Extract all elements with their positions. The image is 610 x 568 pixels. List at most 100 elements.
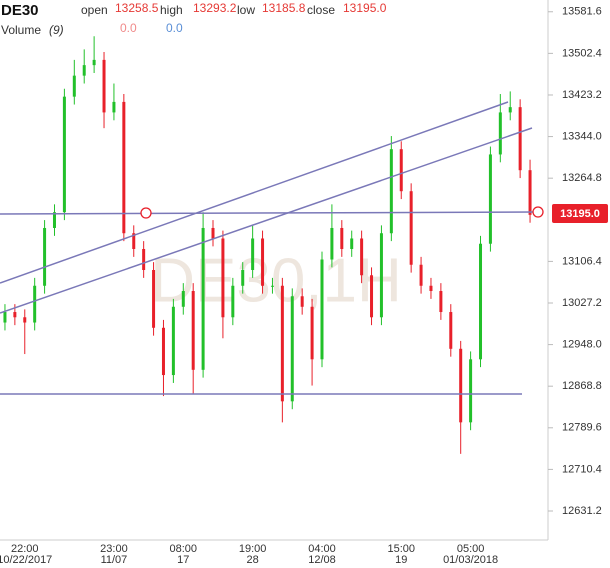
candle-body xyxy=(320,259,324,360)
candle-body xyxy=(112,101,116,113)
horizontal-line xyxy=(0,211,537,215)
candle-body xyxy=(132,233,136,249)
x-tick-label: 11/07 xyxy=(101,554,128,566)
plot xyxy=(3,36,532,454)
candle-body xyxy=(3,312,7,323)
candle-body xyxy=(389,149,393,234)
candle-body xyxy=(379,233,383,318)
line-handle[interactable] xyxy=(140,207,152,219)
y-tick-label: 12868.8 xyxy=(562,380,602,392)
candle-body xyxy=(330,227,334,260)
candle-body xyxy=(528,170,532,215)
y-tick-label: 13423.2 xyxy=(562,89,602,101)
trend-line xyxy=(0,127,533,314)
candle-body xyxy=(370,275,374,318)
candle-body xyxy=(518,107,522,171)
candle-body xyxy=(498,112,502,155)
price-label: 13195.0 xyxy=(560,208,600,220)
y-tick-label: 12789.6 xyxy=(562,422,602,434)
candle-body xyxy=(300,296,304,307)
candle-body xyxy=(419,264,423,286)
x-tick-label: 22:00 xyxy=(11,543,39,555)
high-value: 13293.2 xyxy=(193,1,237,15)
open-label: open xyxy=(81,3,108,17)
x-tick-label: 04:00 xyxy=(308,543,336,555)
candle-body xyxy=(449,312,453,349)
candle-body xyxy=(241,270,245,286)
y-tick-label: 12948.0 xyxy=(562,338,602,350)
y-axis: 13581.6 13502.4 13423.2 13344.0 13264.8 13106… xyxy=(548,6,602,517)
candle-body xyxy=(409,191,413,265)
x-tick-label: 01/03/2018 xyxy=(443,554,498,566)
x-tick-label: 08:00 xyxy=(170,543,198,555)
x-tick-label: 12/08 xyxy=(308,554,336,566)
candle-body xyxy=(152,270,156,328)
volume-value: 0.0 xyxy=(120,21,137,35)
candle-body xyxy=(231,285,235,318)
volume-value: 0.0 xyxy=(166,21,183,35)
open-value: 13258.5 xyxy=(115,1,159,15)
candle-body xyxy=(33,285,37,323)
x-tick-label: 10/22/2017 xyxy=(0,554,52,566)
y-tick-label: 12710.4 xyxy=(562,463,602,475)
candle-body xyxy=(360,238,364,276)
candle-body xyxy=(439,291,443,313)
candle-body xyxy=(43,227,47,286)
y-tick-label: 13344.0 xyxy=(562,130,602,142)
candle-body xyxy=(290,296,294,402)
candle-body xyxy=(340,227,344,249)
candle-body xyxy=(211,227,215,239)
candle-body xyxy=(469,359,473,423)
y-tick-label: 12631.2 xyxy=(562,505,602,517)
candle-body xyxy=(221,238,225,318)
price-label-box xyxy=(552,204,608,223)
candle-body xyxy=(251,238,255,270)
candle-body xyxy=(82,65,86,76)
candle-body xyxy=(23,317,27,323)
trend-line xyxy=(0,101,509,284)
y-tick-label: 13027.2 xyxy=(562,297,602,309)
candle-body xyxy=(399,149,403,192)
candle-body xyxy=(429,285,433,292)
y-tick-label: 13106.4 xyxy=(562,255,602,267)
y-tick-label: 13502.4 xyxy=(562,47,602,59)
candle-body xyxy=(102,59,106,113)
close-label: close xyxy=(307,3,335,17)
candle-body xyxy=(350,238,354,249)
x-tick-label: 05:00 xyxy=(457,543,485,555)
x-tick-label: 23:00 xyxy=(100,543,128,555)
x-tick-label: 28 xyxy=(247,554,259,566)
candle-body xyxy=(280,285,284,402)
x-tick-label: 15:00 xyxy=(387,543,415,555)
candle-body xyxy=(72,75,76,97)
candle-body xyxy=(181,291,185,307)
candle-body xyxy=(201,227,205,370)
candle-body xyxy=(92,59,96,66)
high-label: high xyxy=(160,3,183,17)
candle-body xyxy=(191,291,195,370)
drawings xyxy=(0,101,537,395)
y-tick-label: 13264.8 xyxy=(562,172,602,184)
x-tick-label: 19:00 xyxy=(239,543,267,555)
line-handle[interactable] xyxy=(532,206,544,218)
watermark: DE30,1H xyxy=(150,246,402,315)
x-tick-label: 17 xyxy=(177,554,189,566)
candle-body xyxy=(270,285,274,287)
candle-body xyxy=(13,312,17,318)
candle-body xyxy=(161,327,165,376)
candle-body xyxy=(310,306,314,360)
candle-body xyxy=(508,107,512,113)
candle-body xyxy=(52,212,56,228)
y-tick-label: 13581.6 xyxy=(562,6,602,18)
symbol: DE30 xyxy=(1,2,39,19)
candle-body xyxy=(459,348,463,423)
candle-body xyxy=(261,238,265,286)
low-label: low xyxy=(237,3,255,17)
close-value: 13195.0 xyxy=(343,1,387,15)
volume-label: Volume xyxy=(1,23,41,37)
low-value: 13185.8 xyxy=(262,1,306,15)
candle-body xyxy=(122,101,126,234)
candle-body xyxy=(488,154,492,244)
